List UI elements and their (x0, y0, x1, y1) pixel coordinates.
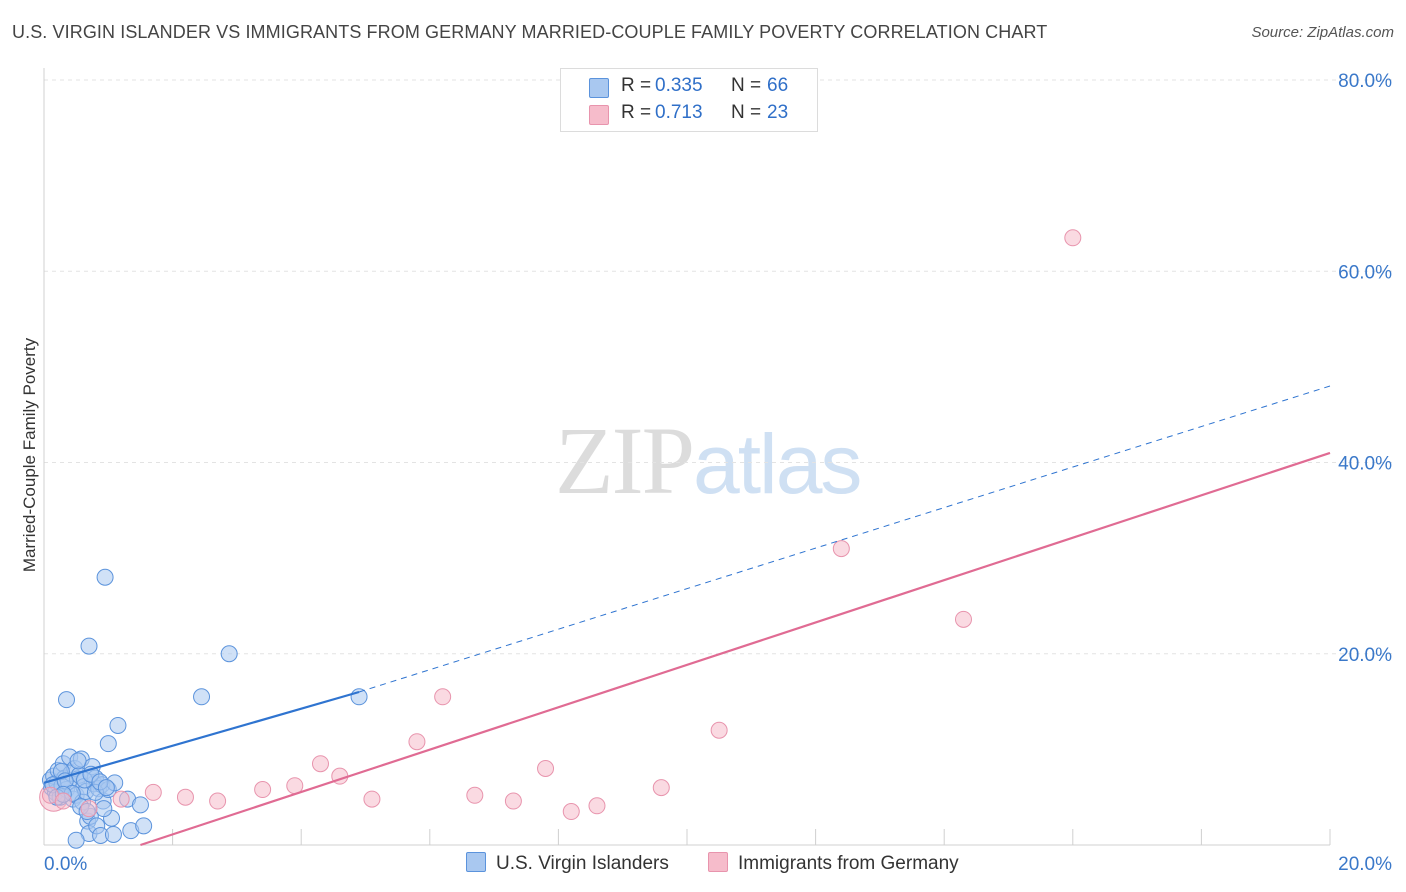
virgin-islander-point (131, 796, 149, 814)
germany-point (54, 792, 72, 810)
n-label: N = (731, 102, 762, 123)
legend-label: Immigrants from Germany (738, 853, 959, 874)
x-tick-label: 0.0% (44, 854, 87, 875)
legend-swatch-blue (466, 852, 486, 872)
n-label: N = (731, 75, 762, 96)
germany-point (588, 797, 606, 815)
germany-point (209, 792, 227, 810)
germany-point (504, 792, 522, 810)
r-value: 0.335 (655, 75, 703, 96)
y-tick-label: 80.0% (1338, 71, 1392, 92)
legend-item-virgin-islanders: U.S. Virgin Islanders (466, 852, 669, 875)
virgin-islander-point (109, 716, 127, 734)
germany-point (408, 733, 426, 751)
virgin-islander-point (193, 688, 211, 706)
legend-row-virgin-islanders: R = 0.335 N = 66 (561, 73, 817, 101)
virgin-islander-point (135, 817, 153, 835)
germany-point (144, 783, 162, 801)
virgin-islander-point (97, 779, 115, 797)
germany-point (112, 790, 130, 808)
legend-swatch-blue (589, 78, 609, 98)
germany-point (537, 760, 555, 777)
legend-swatch-pink (589, 105, 609, 125)
germany-point (652, 779, 670, 797)
germany-point (363, 790, 381, 808)
legend-swatch-pink (708, 852, 728, 872)
legend-item-germany: Immigrants from Germany (708, 852, 959, 875)
virgin-islander-point (80, 637, 98, 655)
n-value: 23 (767, 102, 789, 123)
r-label: R = (621, 75, 652, 96)
germany-point (466, 786, 484, 804)
watermark: ZIPatlas (555, 405, 862, 516)
chart-title: U.S. VIRGIN ISLANDER VS IMMIGRANTS FROM … (12, 22, 1048, 42)
legend-row-germany: R = 0.713 N = 23 (561, 100, 817, 128)
virgin-islander-point (58, 691, 76, 709)
watermark-zip: ZIP (555, 407, 695, 514)
virgin-islander-trendline (43, 690, 360, 784)
virgin-islander-point (95, 800, 113, 818)
watermark-atlas: atlas (693, 417, 862, 511)
virgin-islander-point (104, 825, 122, 843)
x-tick-label: 20.0% (1338, 854, 1392, 875)
germany-point (562, 803, 580, 821)
virgin-islander-point (96, 568, 114, 586)
germany-point (710, 721, 728, 739)
correlation-legend: R = 0.335 N = 66 R = 0.713 N = 23 (560, 68, 818, 132)
virgin-islander-point (99, 735, 117, 753)
virgin-islander-point (350, 688, 368, 706)
y-tick-label: 60.0% (1338, 262, 1392, 283)
virgin-islander-point (69, 752, 87, 770)
virgin-islander-point (220, 645, 238, 663)
germany-point (254, 781, 272, 799)
germany-trendline (140, 451, 1331, 847)
r-value: 0.713 (655, 102, 703, 123)
germany-point (954, 610, 972, 628)
y-tick-label: 20.0% (1338, 645, 1392, 666)
r-label: R = (621, 102, 652, 123)
legend-label: U.S. Virgin Islanders (496, 853, 669, 874)
germany-point (311, 755, 329, 773)
germany-point (434, 688, 452, 706)
germany-point (176, 788, 194, 806)
virgin-islander-trendline (358, 385, 1331, 693)
germany-point (80, 800, 98, 818)
germany-point (1064, 229, 1082, 247)
n-value: 66 (767, 75, 789, 96)
virgin-islander-point (67, 831, 85, 849)
y-tick-label: 40.0% (1338, 454, 1392, 475)
germany-point (832, 540, 850, 558)
source-credit: Source: ZipAtlas.com (1251, 24, 1394, 41)
